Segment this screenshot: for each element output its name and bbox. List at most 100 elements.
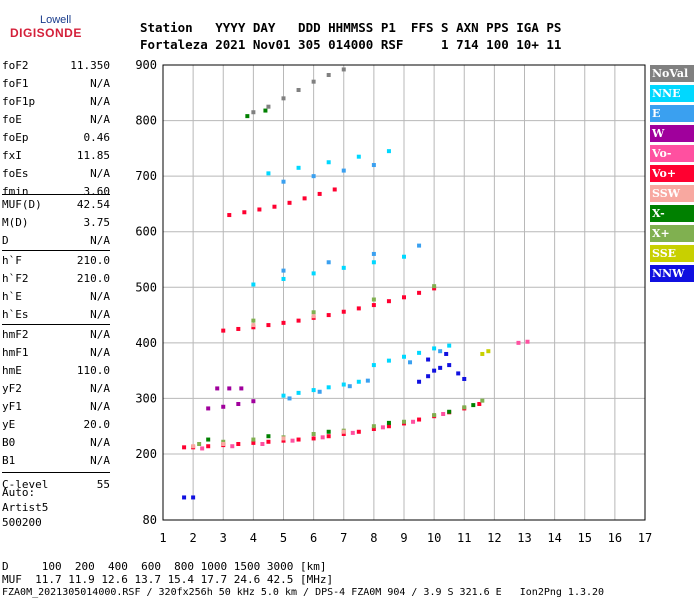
data-point-x- [447, 409, 452, 414]
data-point-e [438, 349, 443, 354]
plot-frame [162, 64, 646, 521]
data-point-vo- [236, 441, 241, 446]
data-point-vo- [251, 325, 256, 330]
data-point-vo- [230, 444, 235, 449]
data-point-nnw [426, 357, 431, 362]
data-point-e [408, 360, 413, 365]
data-point-nnw [432, 368, 437, 373]
param-value: N/A [90, 290, 110, 303]
data-point-vo- [441, 411, 446, 416]
data-point-vo- [290, 438, 295, 443]
param-row-ye: yE 20.0 [2, 418, 110, 436]
logo-digisonde: DIGISONDE [10, 26, 82, 40]
param-value: N/A [90, 328, 110, 341]
data-point-nnw [182, 495, 187, 500]
param-row-fxi: fxI 11.85 [2, 149, 110, 167]
x-tick-label: 7 [340, 531, 347, 545]
auto-program: Artist5 [2, 501, 49, 514]
data-point-e [417, 243, 422, 248]
data-point-x- [245, 114, 250, 119]
param-name: yF1 [2, 400, 22, 413]
data-point-nne [371, 363, 376, 368]
data-point-e [281, 179, 286, 184]
data-point-x- [371, 297, 376, 302]
data-point-x- [266, 434, 271, 439]
data-point-vo- [206, 444, 211, 449]
param-name: D [2, 234, 9, 247]
y-tick-label: 600 [135, 225, 157, 239]
data-point-x- [480, 398, 485, 403]
data-point-vo- [341, 431, 346, 436]
x-tick-label: 17 [638, 531, 652, 545]
data-point-noval [326, 73, 331, 78]
y-tick-label: 200 [135, 447, 157, 461]
data-point-nne [251, 282, 256, 287]
data-point-nne [296, 165, 301, 170]
data-point-ssw [221, 441, 226, 446]
param-row-foe: foE N/A [2, 113, 110, 131]
data-point-vo- [296, 318, 301, 323]
param-value: N/A [90, 400, 110, 413]
data-point-nne [341, 265, 346, 270]
param-row-hmf2: hmF2 N/A [2, 328, 110, 346]
logo-lowell: Lowell [40, 14, 72, 26]
data-point-e [281, 268, 286, 273]
data-point-x- [251, 437, 256, 442]
param-name: h`F2 [2, 272, 29, 285]
data-point-nne [356, 154, 361, 159]
param-name: foF1 [2, 77, 29, 90]
data-point-vo- [272, 204, 277, 209]
data-point-nne [402, 354, 406, 359]
data-point-ssw [281, 436, 286, 441]
param-value: 11.350 [70, 59, 110, 72]
param-value: N/A [90, 77, 110, 90]
data-point-nnw [462, 376, 467, 381]
data-point-vo- [257, 207, 262, 212]
y-tick-label: 700 [135, 169, 157, 183]
data-point-vo- [182, 445, 187, 450]
param-row-h-es: h`Es N/A [2, 308, 110, 326]
legend-item-e: E [650, 105, 694, 122]
data-point-vo- [296, 437, 301, 442]
param-value: N/A [90, 95, 110, 108]
data-point-e [347, 384, 352, 389]
data-point-e [371, 251, 376, 256]
data-point-nne [266, 171, 271, 176]
data-point-noval [251, 110, 256, 115]
x-tick-label: 12 [487, 531, 501, 545]
data-point-e [341, 168, 346, 173]
legend-item-sse: SSE [650, 245, 694, 262]
legend-item-x-: X- [650, 205, 694, 222]
param-value: 42.54 [76, 198, 110, 211]
data-point-x- [206, 437, 211, 442]
legend-item-x-: X+ [650, 225, 694, 242]
data-point-e [326, 260, 331, 265]
data-point-nne [341, 382, 346, 387]
header-labels: Station YYYY DAY DDD HHMMSS P1 FFS S AXN… [140, 20, 562, 35]
data-point-vo- [311, 436, 316, 441]
param-name: foEs [2, 167, 29, 180]
data-point-vo- [200, 446, 205, 451]
param-name: fxI [2, 149, 22, 162]
data-point-x- [197, 441, 202, 446]
param-row-c-level: C-level 55 [2, 478, 110, 496]
data-point-nne [326, 385, 331, 390]
data-point-nne [281, 393, 286, 398]
legend-item-vo-: Vo- [650, 145, 694, 162]
legend-item-w: W [650, 125, 694, 142]
data-point-w [215, 386, 220, 391]
x-tick-label: 14 [547, 531, 561, 545]
data-point-nnw [191, 495, 196, 500]
param-name: hmF1 [2, 346, 29, 359]
distance-row: D 100 200 400 600 800 1000 1500 3000 [km… [2, 560, 327, 573]
data-point-noval [281, 96, 286, 101]
data-point-vo- [302, 196, 307, 201]
param-row-fof2: foF2 11.350 [2, 59, 110, 77]
data-point-nnw [417, 379, 422, 384]
y-tick-label: 400 [135, 336, 157, 350]
data-point-x- [432, 413, 437, 418]
muf-row: MUF 11.7 11.9 12.6 13.7 15.4 17.7 24.6 4… [2, 573, 334, 586]
param-value: 210.0 [76, 254, 110, 267]
auto-version: 500200 [2, 516, 42, 529]
data-point-vo- [236, 326, 241, 331]
